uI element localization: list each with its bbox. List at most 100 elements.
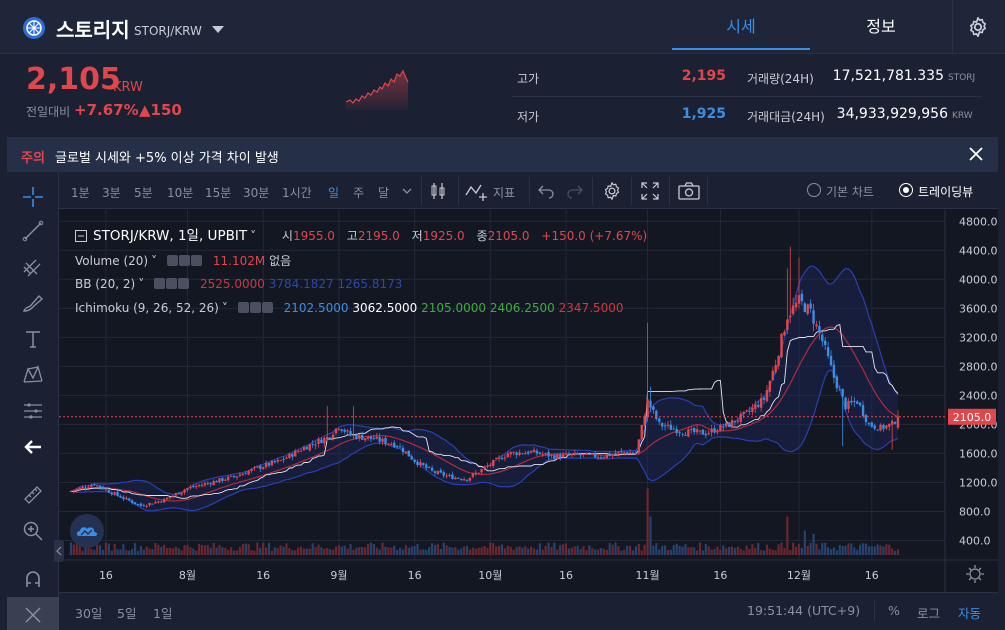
volume-bar <box>827 547 830 555</box>
undo-icon[interactable] <box>536 181 556 201</box>
brush-icon[interactable] <box>21 291 45 315</box>
arrow-left-icon[interactable] <box>21 435 45 459</box>
camera-icon[interactable] <box>678 181 700 201</box>
ichimoku-study-name[interactable]: Ichimoku (9, 26, 52, 26) <box>75 301 219 315</box>
candle-body <box>142 505 145 507</box>
candle-body <box>576 453 579 455</box>
remove-study-icon[interactable] <box>261 302 273 313</box>
volume-bar <box>559 544 562 555</box>
fullscreen-icon[interactable] <box>640 181 660 201</box>
coin-name[interactable]: 스토리지 <box>56 18 130 42</box>
study-settings-icon[interactable] <box>166 278 178 289</box>
text-tool-icon[interactable] <box>21 327 45 351</box>
volume-bar <box>72 544 76 555</box>
timeframe-week[interactable]: 주 <box>353 186 365 200</box>
volume-bar <box>562 544 565 555</box>
zoom-in-icon[interactable] <box>21 519 45 543</box>
y-tick-label: 3200.0 <box>959 331 998 344</box>
volume-bar <box>165 548 169 555</box>
tradingview-label[interactable]: 트레이딩뷰 <box>918 185 974 199</box>
range-1d[interactable]: 1일 <box>153 606 173 621</box>
volume-bar <box>361 547 364 555</box>
timeframe-1m[interactable]: 1분 <box>71 186 90 200</box>
volume-bar <box>171 548 175 555</box>
candle-body <box>803 303 807 312</box>
timeframe-10m[interactable]: 10분 <box>167 186 194 200</box>
magnet-icon[interactable] <box>21 567 45 591</box>
basic-chart-label[interactable]: 기본 차트 <box>826 185 874 199</box>
bb-study-name[interactable]: BB (20, 2) <box>75 277 136 291</box>
range-5d[interactable]: 5일 <box>117 606 137 621</box>
volume-bar <box>614 542 617 555</box>
fib-tool-icon[interactable] <box>21 255 45 279</box>
candle-body <box>497 457 501 459</box>
candle-body <box>515 452 518 456</box>
candle-body <box>224 479 227 481</box>
tab-info[interactable]: 정보 <box>866 17 896 36</box>
percent-scale-button[interactable]: % <box>888 603 900 618</box>
crosshair-icon[interactable] <box>21 185 45 209</box>
eye-icon[interactable] <box>154 278 166 289</box>
trend-line-icon[interactable] <box>21 219 45 243</box>
volume-bar <box>722 545 725 555</box>
volume-bar <box>78 544 81 555</box>
volume-bar <box>789 550 792 555</box>
timeframe-3m[interactable]: 3분 <box>102 186 121 200</box>
symbol-title[interactable]: STORJ/KRW, 1일, UPBIT <box>93 228 248 244</box>
candle-body <box>500 457 504 460</box>
axis-settings-icon[interactable] <box>969 568 981 580</box>
study-settings-icon[interactable] <box>249 302 261 313</box>
volume-bar <box>148 548 151 555</box>
auto-scale-button[interactable]: 자동 <box>958 606 982 621</box>
settings-button[interactable] <box>952 0 1005 54</box>
candle-body <box>407 450 410 457</box>
basic-chart-radio[interactable] <box>807 183 821 197</box>
indicator-button[interactable]: 지표 <box>493 186 516 200</box>
candle-body <box>474 472 477 475</box>
close-icon[interactable] <box>968 146 984 162</box>
measure-tool-icon[interactable] <box>21 399 45 423</box>
collapse-toolbar-button[interactable] <box>54 540 64 562</box>
candle-body <box>544 453 547 455</box>
candle-body <box>279 460 282 462</box>
volume-bar <box>524 546 527 555</box>
timeframe-day[interactable]: 일 <box>328 186 340 200</box>
collapse-legend-icon[interactable] <box>75 230 87 242</box>
ichimoku-conversion-value: 2102.5000 <box>283 301 349 315</box>
timeframe-5m[interactable]: 5분 <box>134 186 153 200</box>
change-legend-value: +150.0 (+7.67%) <box>541 229 648 243</box>
chart-settings-icon[interactable] <box>602 181 622 201</box>
remove-study-icon[interactable] <box>191 255 203 266</box>
chevron-down-icon[interactable] <box>402 186 412 196</box>
redo-icon[interactable] <box>565 181 585 201</box>
tradingview-radio[interactable] <box>899 183 913 197</box>
price-unit: KRW <box>113 80 143 95</box>
candle-body <box>439 470 443 473</box>
toolbar-divider <box>421 177 422 205</box>
change-label: 전일대비 <box>26 105 71 119</box>
coin-pair[interactable]: STORJ/KRW <box>134 24 202 38</box>
indicator-icon[interactable] <box>465 181 489 201</box>
range-30d[interactable]: 30일 <box>75 606 103 621</box>
eye-icon[interactable] <box>237 302 249 313</box>
eye-icon[interactable] <box>167 255 179 266</box>
study-settings-icon[interactable] <box>179 255 191 266</box>
candle-body <box>171 495 175 497</box>
candle-type-icon[interactable] <box>428 181 448 201</box>
tab-price[interactable]: 시세 <box>672 0 810 50</box>
volume-bar <box>195 550 198 555</box>
log-scale-button[interactable]: 로그 <box>917 606 941 621</box>
timeframe-1h[interactable]: 1시간 <box>282 186 312 200</box>
remove-drawings-button[interactable] <box>7 597 59 630</box>
ruler-icon[interactable] <box>21 483 45 507</box>
remove-study-icon[interactable] <box>178 278 190 289</box>
volume-bar <box>684 544 687 555</box>
price-chart[interactable]: 400.0800.01200.01600.02000.02400.02800.0… <box>59 210 998 592</box>
volume-bar <box>151 549 154 555</box>
timeframe-15m[interactable]: 15분 <box>205 186 232 200</box>
volume-study-name[interactable]: Volume (20) <box>75 254 149 268</box>
timeframe-30m[interactable]: 30분 <box>243 186 270 200</box>
timeframe-month[interactable]: 달 <box>378 186 390 200</box>
pattern-tool-icon[interactable] <box>21 363 45 387</box>
coin-dropdown-icon[interactable] <box>212 26 224 33</box>
